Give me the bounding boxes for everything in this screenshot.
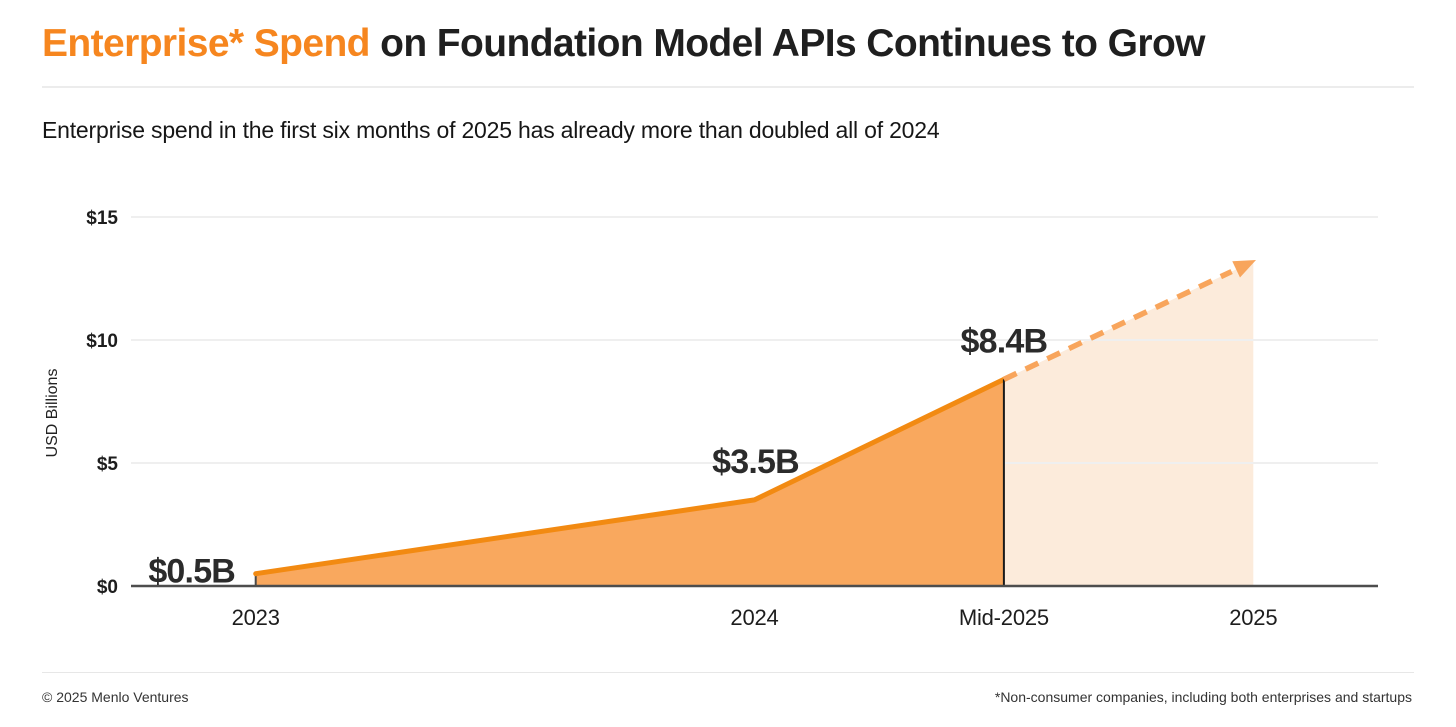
data-point-label: $8.4B	[961, 322, 1048, 360]
data-point-label: $3.5B	[712, 443, 799, 481]
footer-divider	[42, 672, 1414, 673]
y-tick-label: $0	[97, 577, 118, 598]
copyright-text: © 2025 Menlo Ventures	[42, 689, 189, 705]
header-divider	[42, 86, 1414, 88]
page-title-highlight: Enterprise* Spend	[42, 22, 370, 65]
projection-arrowhead-icon	[1232, 259, 1257, 278]
page-title-rest: on Foundation Model APIs Continues to Gr…	[369, 22, 1205, 65]
chart-subtitle: Enterprise spend in the first six months…	[42, 117, 940, 143]
y-tick-label: $10	[86, 331, 118, 352]
footnote-text: *Non-consumer companies, including both …	[994, 689, 1412, 705]
projection-area	[1003, 261, 1254, 586]
x-tick-label: Mid-2025	[959, 605, 1049, 630]
y-axis-title: USD Billions	[44, 369, 61, 458]
projection-dashed-line	[1002, 269, 1233, 382]
x-tick-label: 2023	[232, 605, 280, 630]
actual-area	[255, 379, 1004, 586]
x-tick-label: 2024	[730, 605, 778, 630]
page-title: Enterprise* Spend on Foundation Model AP…	[42, 22, 1414, 66]
data-point-label: $0.5B	[148, 553, 235, 591]
actual-line	[253, 376, 1007, 577]
y-tick-label: $5	[97, 454, 119, 475]
x-tick-label: 2025	[1229, 605, 1277, 630]
y-tick-label: $15	[86, 208, 118, 229]
